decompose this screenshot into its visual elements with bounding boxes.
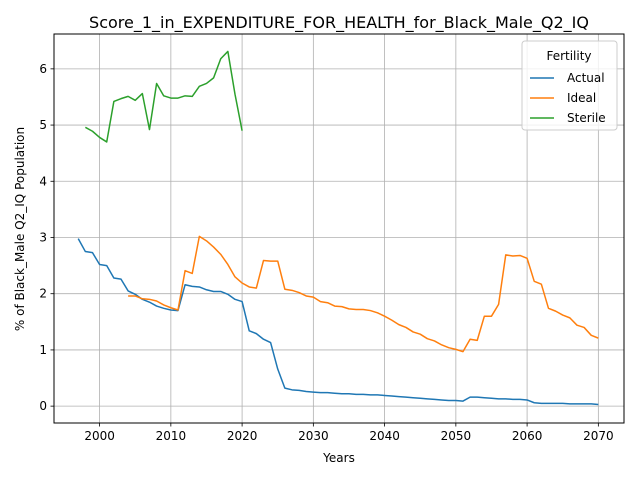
legend-label-actual: Actual [567, 71, 605, 85]
x-tick-label: 2030 [298, 429, 329, 443]
y-tick-label: 5 [39, 118, 47, 132]
y-axis-label: % of Black_Male Q2_IQ Population [13, 127, 27, 331]
plot-frame [53, 33, 625, 424]
legend-box [521, 40, 618, 131]
y-axis-ticks: 0 1 2 3 4 5 6 [39, 62, 54, 413]
x-axis-ticks: 2000 2010 2020 2030 2040 2050 2060 2070 [84, 423, 614, 443]
y-tick-label: 1 [39, 343, 47, 357]
legend-label-ideal: Ideal [567, 91, 596, 105]
legend-title: Fertility [546, 49, 591, 63]
y-tick-label: 0 [39, 399, 47, 413]
series-line-sterile [84, 50, 243, 143]
data-lines [77, 50, 599, 406]
chart-title: Score_1_in_EXPENDITURE_FOR_HEALTH_for_Bl… [89, 13, 589, 33]
series-line-actual [77, 238, 599, 406]
x-tick-label: 2060 [512, 429, 543, 443]
x-tick-label: 2050 [441, 429, 472, 443]
y-tick-label: 2 [39, 287, 47, 301]
y-tick-label: 6 [39, 62, 47, 76]
x-axis-label: Years [322, 451, 355, 465]
x-tick-label: 2070 [583, 429, 614, 443]
x-tick-label: 2040 [369, 429, 400, 443]
y-tick-label: 3 [39, 230, 47, 244]
y-tick-label: 4 [39, 174, 47, 188]
legend-label-sterile: Sterile [567, 111, 606, 125]
series-line-ideal [128, 235, 599, 353]
legend: Fertility Actual Ideal Sterile [521, 40, 618, 131]
x-tick-label: 2020 [227, 429, 258, 443]
x-tick-label: 2010 [156, 429, 187, 443]
x-tick-label: 2000 [84, 429, 115, 443]
